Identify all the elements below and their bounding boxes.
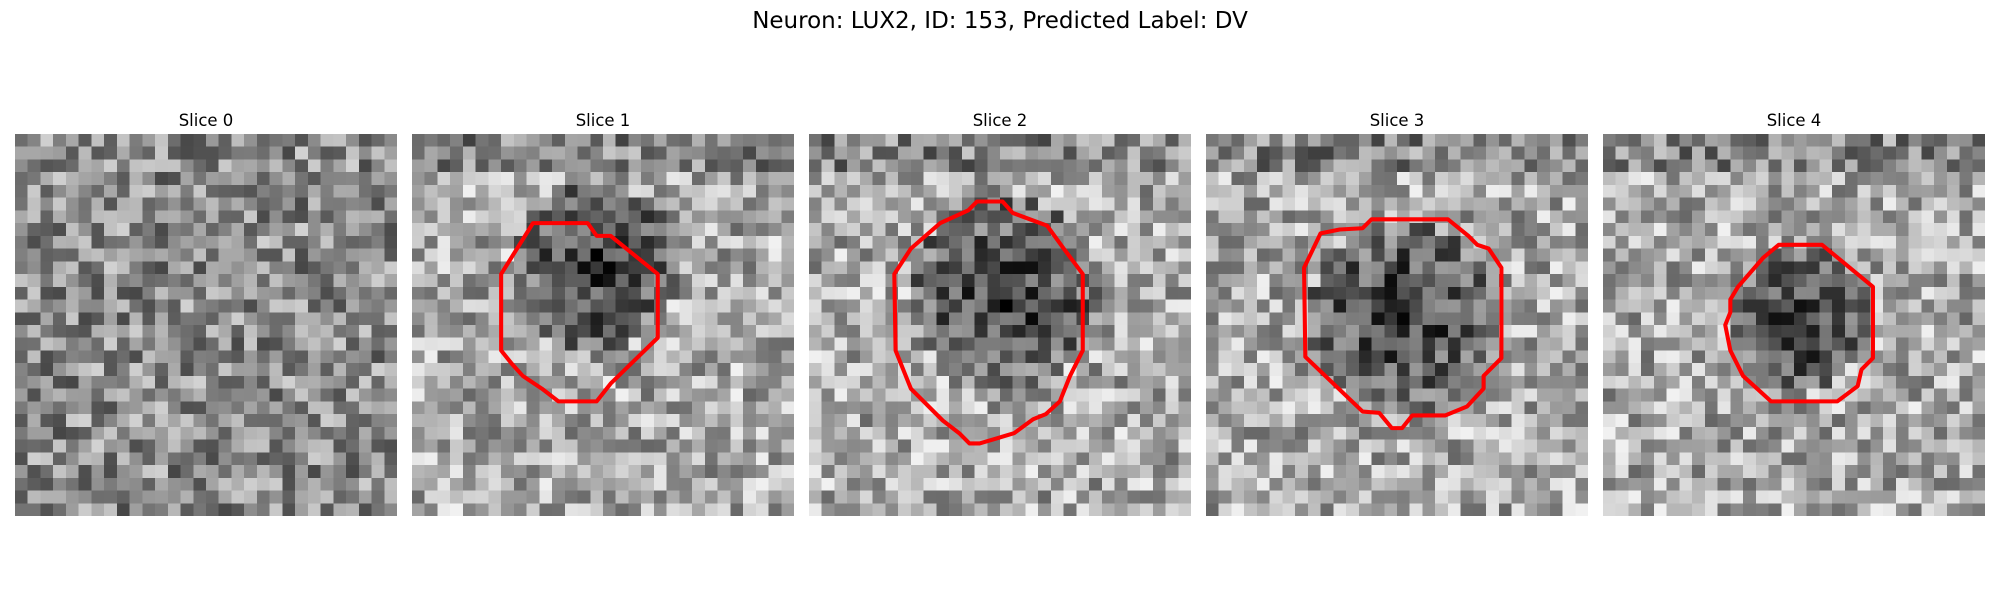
slice-image xyxy=(809,134,1191,516)
contour-line xyxy=(1723,242,1875,404)
slice-title: Slice 0 xyxy=(178,111,234,130)
slice-image xyxy=(15,134,397,516)
slice-title: Slice 4 xyxy=(1766,111,1822,130)
slice-title: Slice 2 xyxy=(972,111,1028,130)
roi-contour xyxy=(499,221,660,404)
slice-title: Slice 3 xyxy=(1369,111,1425,130)
roi-contour xyxy=(1302,217,1504,431)
slice-title: Slice 1 xyxy=(575,111,631,130)
contour-line xyxy=(892,199,1085,446)
contour-line xyxy=(1302,217,1504,431)
slice-image xyxy=(1206,134,1588,516)
slice-panel-2: Slice 2 xyxy=(809,108,1191,516)
slice-image xyxy=(1603,134,1985,516)
slice-panel-1: Slice 1 xyxy=(412,108,794,516)
roi-contour xyxy=(892,199,1085,446)
slice-panel-4: Slice 4 xyxy=(1603,108,1985,516)
roi-contour xyxy=(1723,242,1875,404)
slice-panel-3: Slice 3 xyxy=(1206,108,1588,516)
slice-image xyxy=(412,134,794,516)
slice-panel-0: Slice 0 xyxy=(15,108,397,516)
figure-title: Neuron: LUX2, ID: 153, Predicted Label: … xyxy=(752,8,1248,34)
contour-line xyxy=(499,221,660,404)
